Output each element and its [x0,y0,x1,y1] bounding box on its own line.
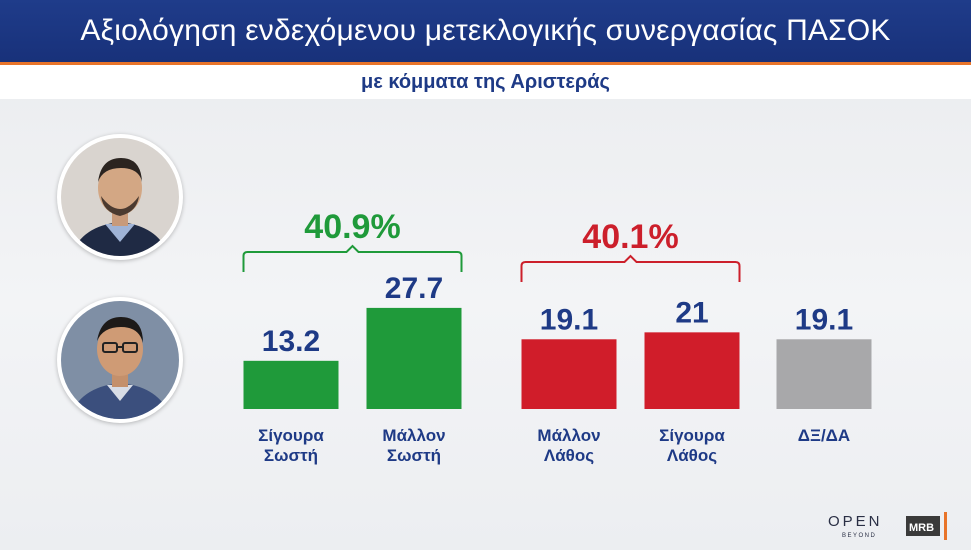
category-label: Σωστή [387,446,441,465]
bar [776,339,872,409]
category-label: Λάθος [544,446,594,465]
broadcaster-logos: OPEN BEYOND MRB [828,512,947,540]
group-bracket [520,254,741,282]
portrait-avatar-bottom [57,297,183,423]
group-total-label: 40.1% [582,218,678,256]
bar-value-label: 21 [675,296,708,329]
bar-value-label: 13.2 [262,325,320,358]
logo-accent-bar [944,512,947,540]
open-logo-sub: BEYOND [842,533,876,539]
group-total-label: 40.9% [304,208,400,246]
category-label: Σίγουρα [659,426,725,445]
group-bracket [242,244,463,272]
person-portrait-icon [61,301,179,419]
open-logo: OPEN [828,513,883,530]
bar-value-label: 19.1 [540,303,598,336]
bar [243,360,339,409]
portrait-avatar-top [57,134,183,260]
bar-value-label: 19.1 [795,303,853,336]
category-label: Λάθος [667,446,717,465]
category-label: ΔΞ/ΔΑ [798,426,850,445]
chart-title: Αξιολόγηση ενδεχόμενου μετεκλογικής συνε… [0,0,971,62]
category-label: Σίγουρα [258,426,324,445]
category-label: Μάλλον [537,426,600,445]
chart-subtitle: με κόμματα της Αριστεράς [0,65,971,99]
bar [521,339,617,409]
bar [366,307,462,409]
bar-value-label: 27.7 [385,272,443,305]
mrb-logo: MRB [909,522,934,534]
bar [644,332,740,409]
category-label: Σωστή [264,446,318,465]
category-label: Μάλλον [382,426,445,445]
mrb-logo-box [906,516,940,536]
title-divider [0,62,971,65]
person-portrait-icon [61,138,179,256]
